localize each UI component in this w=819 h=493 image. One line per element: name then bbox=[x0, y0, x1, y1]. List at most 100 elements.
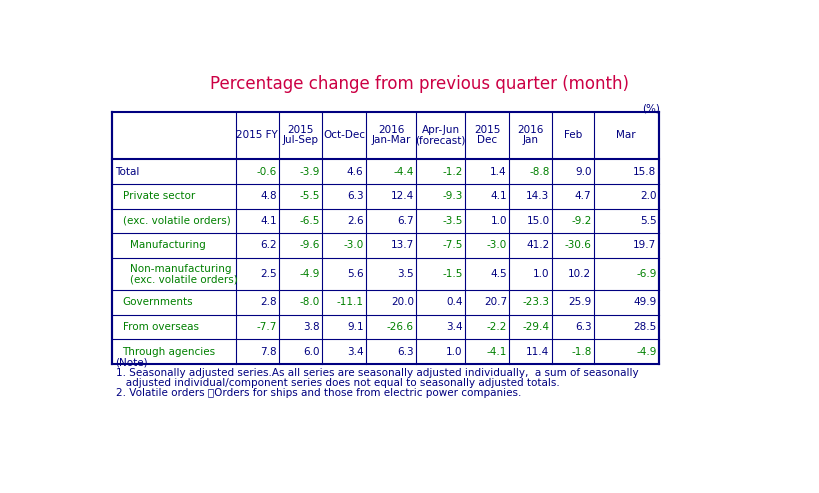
Text: -9.2: -9.2 bbox=[571, 216, 591, 226]
Text: 2015 FY: 2015 FY bbox=[237, 130, 278, 141]
Text: 5.5: 5.5 bbox=[640, 216, 657, 226]
Text: (exc. volatile orders): (exc. volatile orders) bbox=[123, 216, 230, 226]
Text: -4.9: -4.9 bbox=[636, 347, 657, 357]
Text: 2016: 2016 bbox=[518, 125, 544, 135]
Text: (%): (%) bbox=[642, 104, 660, 114]
Text: 20.0: 20.0 bbox=[391, 297, 414, 308]
Text: adjusted individual/component series does not equal to seasonally adjusted total: adjusted individual/component series doe… bbox=[115, 378, 559, 388]
Text: -2.2: -2.2 bbox=[486, 322, 507, 332]
Text: 12.4: 12.4 bbox=[391, 191, 414, 201]
Text: 1.0: 1.0 bbox=[533, 269, 550, 279]
Text: -23.3: -23.3 bbox=[523, 297, 550, 308]
Text: Non-manufacturing: Non-manufacturing bbox=[130, 264, 232, 275]
Text: 4.6: 4.6 bbox=[347, 167, 364, 176]
Text: 3.5: 3.5 bbox=[397, 269, 414, 279]
Text: 10.2: 10.2 bbox=[568, 269, 591, 279]
Text: 1.0: 1.0 bbox=[446, 347, 463, 357]
Text: 14.3: 14.3 bbox=[527, 191, 550, 201]
Text: 5.6: 5.6 bbox=[347, 269, 364, 279]
Text: 2015: 2015 bbox=[287, 125, 314, 135]
Text: -29.4: -29.4 bbox=[523, 322, 550, 332]
Text: Oct-Dec: Oct-Dec bbox=[324, 130, 365, 141]
Text: 2. Volatile orders ：Orders for ships and those from electric power companies.: 2. Volatile orders ：Orders for ships and… bbox=[115, 388, 521, 398]
Text: 4.5: 4.5 bbox=[491, 269, 507, 279]
Text: -4.1: -4.1 bbox=[486, 347, 507, 357]
Text: -26.6: -26.6 bbox=[387, 322, 414, 332]
Text: 28.5: 28.5 bbox=[633, 322, 657, 332]
Text: 2.6: 2.6 bbox=[347, 216, 364, 226]
Text: -1.2: -1.2 bbox=[442, 167, 463, 176]
Text: Mar: Mar bbox=[617, 130, 636, 141]
Text: Dec: Dec bbox=[477, 135, 497, 145]
Text: -3.0: -3.0 bbox=[343, 241, 364, 250]
Text: 6.0: 6.0 bbox=[304, 347, 320, 357]
Text: Jan-Mar: Jan-Mar bbox=[371, 135, 411, 145]
Text: 15.8: 15.8 bbox=[633, 167, 657, 176]
Text: -1.5: -1.5 bbox=[442, 269, 463, 279]
Text: -3.0: -3.0 bbox=[486, 241, 507, 250]
Text: 4.7: 4.7 bbox=[575, 191, 591, 201]
Text: 25.9: 25.9 bbox=[568, 297, 591, 308]
Text: 6.3: 6.3 bbox=[575, 322, 591, 332]
Text: 0.4: 0.4 bbox=[446, 297, 463, 308]
Text: -6.5: -6.5 bbox=[300, 216, 320, 226]
Text: -5.5: -5.5 bbox=[300, 191, 320, 201]
Text: 6.2: 6.2 bbox=[260, 241, 277, 250]
Text: Total: Total bbox=[115, 167, 140, 176]
Text: Governments: Governments bbox=[123, 297, 193, 308]
Text: 6.3: 6.3 bbox=[347, 191, 364, 201]
Text: -4.4: -4.4 bbox=[394, 167, 414, 176]
Text: 9.1: 9.1 bbox=[347, 322, 364, 332]
Text: 2.8: 2.8 bbox=[260, 297, 277, 308]
Text: 49.9: 49.9 bbox=[633, 297, 657, 308]
Text: 2.0: 2.0 bbox=[640, 191, 657, 201]
Text: 3.4: 3.4 bbox=[347, 347, 364, 357]
Text: 41.2: 41.2 bbox=[527, 241, 550, 250]
Text: 1. Seasonally adjusted series.As all series are seasonally adjusted individually: 1. Seasonally adjusted series.As all ser… bbox=[115, 368, 638, 378]
Text: 1.0: 1.0 bbox=[491, 216, 507, 226]
Text: 9.0: 9.0 bbox=[575, 167, 591, 176]
Text: -11.1: -11.1 bbox=[337, 297, 364, 308]
Text: 3.8: 3.8 bbox=[304, 322, 320, 332]
Text: 4.1: 4.1 bbox=[260, 216, 277, 226]
Text: 4.1: 4.1 bbox=[491, 191, 507, 201]
Text: -7.5: -7.5 bbox=[442, 241, 463, 250]
Text: 2015: 2015 bbox=[474, 125, 500, 135]
Text: 15.0: 15.0 bbox=[527, 216, 550, 226]
Text: 6.7: 6.7 bbox=[397, 216, 414, 226]
Text: 7.8: 7.8 bbox=[260, 347, 277, 357]
Text: -8.0: -8.0 bbox=[300, 297, 320, 308]
Text: Jul-Sep: Jul-Sep bbox=[283, 135, 319, 145]
Text: From overseas: From overseas bbox=[123, 322, 198, 332]
Text: -1.8: -1.8 bbox=[571, 347, 591, 357]
Text: 3.4: 3.4 bbox=[446, 322, 463, 332]
Text: 2.5: 2.5 bbox=[260, 269, 277, 279]
Text: Through agencies: Through agencies bbox=[123, 347, 215, 357]
Text: (Note): (Note) bbox=[115, 358, 148, 368]
Text: 6.3: 6.3 bbox=[397, 347, 414, 357]
Text: Jan: Jan bbox=[523, 135, 539, 145]
Text: -30.6: -30.6 bbox=[564, 241, 591, 250]
Text: Apr-Jun: Apr-Jun bbox=[422, 125, 459, 135]
Text: -7.7: -7.7 bbox=[256, 322, 277, 332]
Text: 4.8: 4.8 bbox=[260, 191, 277, 201]
Text: Percentage change from previous quarter (month): Percentage change from previous quarter … bbox=[210, 74, 629, 93]
Text: Manufacturing: Manufacturing bbox=[130, 241, 206, 250]
Text: 20.7: 20.7 bbox=[484, 297, 507, 308]
Text: (exc. volatile orders): (exc. volatile orders) bbox=[130, 275, 238, 284]
Text: 13.7: 13.7 bbox=[391, 241, 414, 250]
Text: (forecast): (forecast) bbox=[415, 135, 466, 145]
Text: 1.4: 1.4 bbox=[491, 167, 507, 176]
Text: -4.9: -4.9 bbox=[300, 269, 320, 279]
Text: Feb: Feb bbox=[563, 130, 582, 141]
Text: Private sector: Private sector bbox=[123, 191, 195, 201]
Text: -3.5: -3.5 bbox=[442, 216, 463, 226]
Text: -8.8: -8.8 bbox=[529, 167, 550, 176]
Text: -3.9: -3.9 bbox=[300, 167, 320, 176]
Text: 11.4: 11.4 bbox=[527, 347, 550, 357]
Text: 2016: 2016 bbox=[378, 125, 405, 135]
Text: -9.3: -9.3 bbox=[442, 191, 463, 201]
Text: -0.6: -0.6 bbox=[256, 167, 277, 176]
Text: -6.9: -6.9 bbox=[636, 269, 657, 279]
Text: 19.7: 19.7 bbox=[633, 241, 657, 250]
